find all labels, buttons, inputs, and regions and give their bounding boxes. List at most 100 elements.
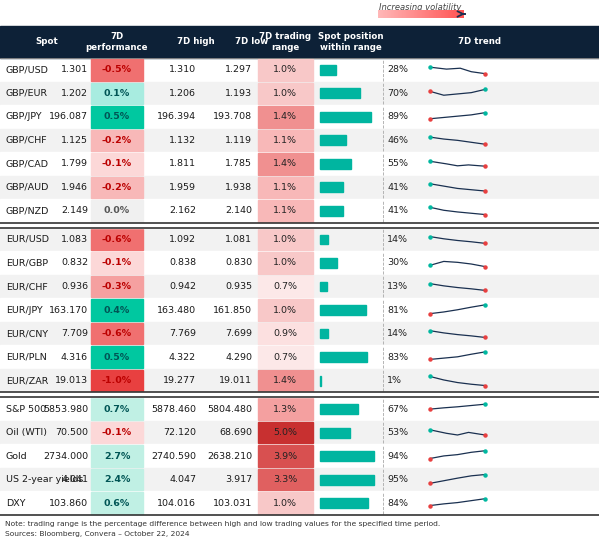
Text: 1%: 1% (387, 376, 402, 385)
Bar (320, 65, 336, 75)
Bar (404, 10, 406, 18)
Text: 1.946: 1.946 (61, 183, 88, 192)
Text: GBP/CAD: GBP/CAD (6, 159, 49, 168)
Bar (397, 10, 399, 18)
Bar (258, 153, 313, 174)
Text: 0.5%: 0.5% (104, 353, 130, 362)
Bar (0, 199, 599, 223)
Text: 41%: 41% (387, 183, 408, 192)
Bar (258, 130, 313, 151)
Text: 0.0%: 0.0% (104, 206, 130, 216)
Bar (447, 10, 449, 18)
Text: 0.1%: 0.1% (104, 89, 130, 98)
Bar (258, 469, 313, 491)
Bar (434, 10, 436, 18)
Bar (381, 10, 383, 18)
Text: 0.942: 0.942 (169, 282, 196, 291)
Text: 7D high: 7D high (177, 38, 215, 46)
Bar (406, 10, 407, 18)
Bar (258, 492, 313, 514)
Text: 1.1%: 1.1% (273, 136, 297, 145)
Bar (320, 282, 328, 292)
Text: EUR/ZAR: EUR/ZAR (6, 376, 49, 385)
Bar (91, 398, 143, 420)
Bar (0, 345, 599, 369)
Text: -1.0%: -1.0% (102, 376, 132, 385)
Bar (258, 323, 313, 344)
Bar (320, 498, 368, 508)
Bar (456, 10, 457, 18)
Text: 1.3%: 1.3% (273, 405, 297, 414)
Text: 55%: 55% (387, 159, 408, 168)
Text: -0.6%: -0.6% (102, 235, 132, 244)
Bar (320, 183, 343, 193)
Bar (458, 10, 459, 18)
Bar (382, 10, 384, 18)
Bar (446, 10, 447, 18)
Text: 0.7%: 0.7% (273, 282, 297, 291)
Text: 1.193: 1.193 (225, 89, 252, 98)
Bar (385, 10, 386, 18)
Text: 1.206: 1.206 (169, 89, 196, 98)
Text: 83%: 83% (387, 353, 408, 362)
Text: -0.2%: -0.2% (102, 183, 132, 192)
Text: 7D trend: 7D trend (458, 38, 501, 46)
Bar (91, 299, 143, 321)
Bar (0, 397, 599, 421)
Text: 1.297: 1.297 (225, 65, 252, 74)
Text: 1.081: 1.081 (225, 235, 252, 244)
Text: 46%: 46% (387, 136, 408, 145)
Text: 1.1%: 1.1% (273, 206, 297, 216)
Text: 5853.980: 5853.980 (43, 405, 88, 414)
Text: 196.087: 196.087 (49, 112, 88, 121)
Text: Gold: Gold (6, 452, 28, 461)
Text: 1.310: 1.310 (169, 65, 196, 74)
Text: 3.917: 3.917 (225, 475, 252, 484)
Bar (320, 404, 358, 414)
Bar (425, 10, 426, 18)
Bar (320, 329, 328, 339)
Text: EUR/CHF: EUR/CHF (6, 282, 48, 291)
Bar (390, 10, 391, 18)
Bar (91, 177, 143, 198)
Bar (398, 10, 400, 18)
Bar (412, 10, 413, 18)
Bar (91, 130, 143, 151)
Bar (320, 89, 360, 98)
Text: 19.011: 19.011 (219, 376, 252, 385)
Text: 163.170: 163.170 (49, 306, 88, 315)
Text: 0.6%: 0.6% (104, 499, 130, 508)
Text: 0.838: 0.838 (169, 259, 196, 267)
Text: 2.4%: 2.4% (104, 475, 130, 484)
Text: EUR/JPY: EUR/JPY (6, 306, 43, 315)
Bar (422, 10, 423, 18)
Text: S&P 500: S&P 500 (6, 405, 46, 414)
Text: GBP/JPY: GBP/JPY (6, 112, 43, 121)
Text: 1.938: 1.938 (225, 183, 252, 192)
Bar (378, 10, 380, 18)
Text: -0.1%: -0.1% (102, 259, 132, 267)
Text: Spot: Spot (35, 38, 58, 46)
Bar (404, 10, 405, 18)
Bar (258, 59, 313, 80)
Bar (91, 445, 143, 467)
Text: 4.316: 4.316 (61, 353, 88, 362)
Bar (320, 305, 366, 315)
Bar (462, 10, 464, 18)
Bar (430, 10, 432, 18)
Bar (400, 10, 402, 18)
Bar (407, 10, 409, 18)
Bar (0, 82, 599, 105)
Text: 5.0%: 5.0% (273, 428, 297, 437)
Text: -0.3%: -0.3% (102, 282, 132, 291)
Text: 1.4%: 1.4% (273, 376, 297, 385)
Text: 2.162: 2.162 (169, 206, 196, 216)
Bar (258, 346, 313, 368)
Text: 89%: 89% (387, 112, 408, 121)
Bar (388, 10, 389, 18)
Text: 103.031: 103.031 (213, 499, 252, 508)
Text: 1.125: 1.125 (61, 136, 88, 145)
Text: 7D
performance: 7D performance (86, 32, 148, 52)
Bar (383, 10, 385, 18)
Bar (320, 136, 346, 146)
